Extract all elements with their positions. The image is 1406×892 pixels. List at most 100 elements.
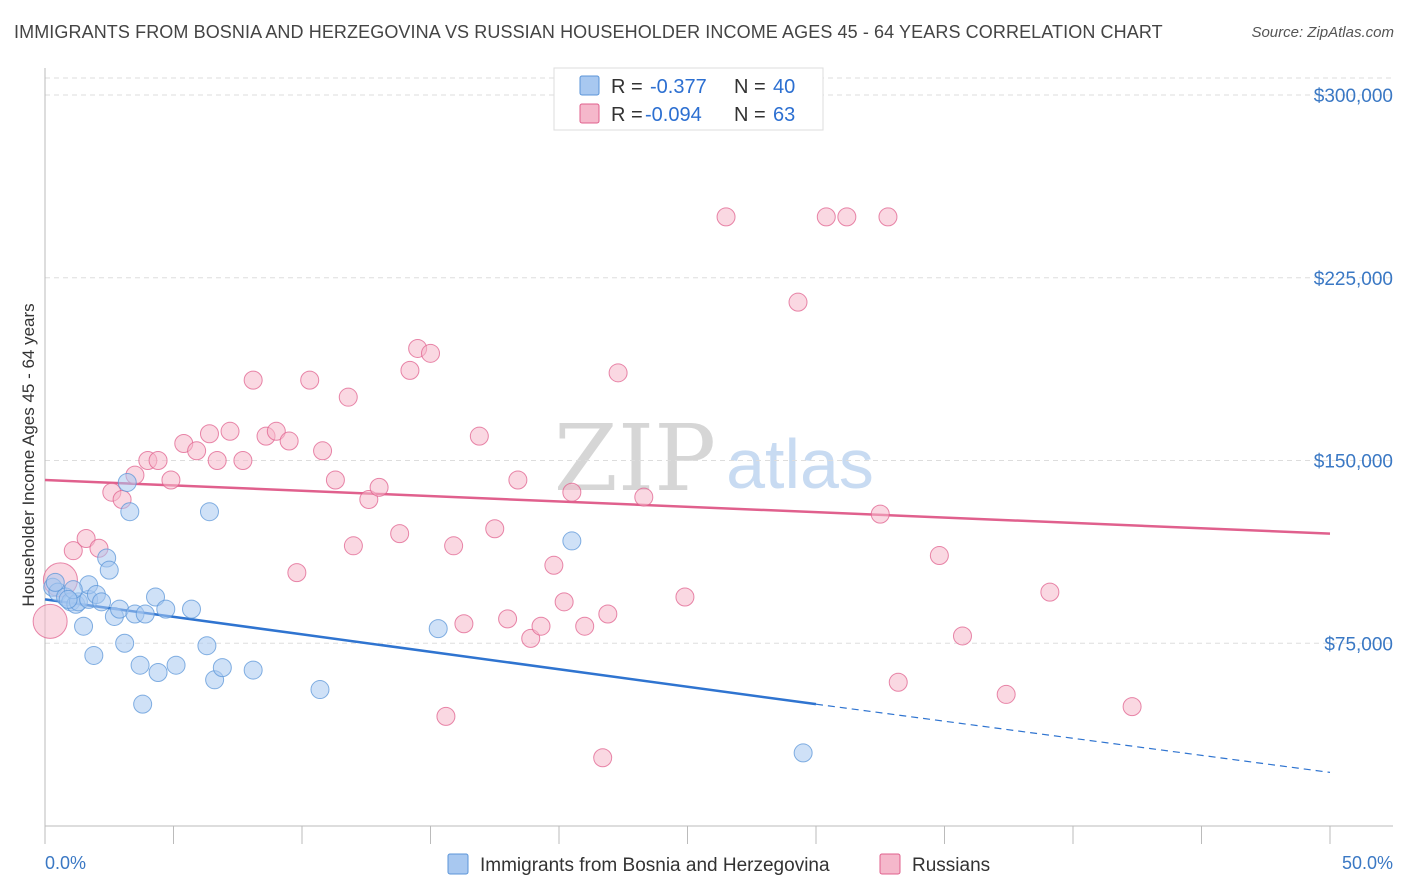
legend-box: R = -0.377 N = 40 R = -0.094 N = 63 bbox=[553, 67, 824, 131]
legend-r-value-2: -0.094 bbox=[645, 104, 702, 126]
data-points bbox=[32, 207, 1142, 768]
y-tick-label-3: $300,000 bbox=[1314, 86, 1393, 107]
point-russians bbox=[634, 487, 654, 507]
watermark-atlas: atlas bbox=[726, 425, 874, 503]
legend-r-label-2: R = bbox=[611, 104, 643, 126]
point-russians bbox=[952, 626, 972, 646]
bottom-legend-label-russians: Russians bbox=[912, 855, 990, 876]
point-russians bbox=[716, 207, 736, 227]
point-russians bbox=[469, 426, 489, 446]
point-bosnia bbox=[148, 663, 168, 683]
gridlines bbox=[45, 77, 1393, 644]
point-russians bbox=[996, 684, 1016, 704]
bottom-legend: Immigrants from Bosnia and Herzegovina R… bbox=[447, 853, 990, 876]
point-russians bbox=[485, 519, 505, 539]
trendline-bosnia-extrapolated bbox=[815, 703, 1331, 773]
point-russians bbox=[837, 207, 857, 227]
point-russians bbox=[243, 370, 263, 390]
point-russians bbox=[598, 604, 618, 624]
point-russians bbox=[575, 616, 595, 636]
bottom-legend-swatch-russians bbox=[879, 853, 901, 875]
point-russians bbox=[63, 541, 83, 561]
y-tick-label-0: $75,000 bbox=[1324, 634, 1393, 655]
point-russians bbox=[161, 470, 181, 490]
point-bosnia bbox=[428, 619, 448, 639]
y-axis-label: Householder Income Ages 45 - 64 years bbox=[19, 303, 38, 606]
point-russians bbox=[444, 536, 464, 556]
point-russians bbox=[554, 592, 574, 612]
y-tick-labels: $75,000 $150,000 $225,000 $300,000 bbox=[1314, 86, 1393, 655]
legend-r-label-1: R = bbox=[611, 76, 643, 98]
point-russians bbox=[870, 504, 890, 524]
point-russians bbox=[187, 441, 207, 461]
chart-title: IMMIGRANTS FROM BOSNIA AND HERZEGOVINA V… bbox=[14, 22, 1163, 42]
point-bosnia bbox=[92, 592, 112, 612]
point-russians bbox=[325, 470, 345, 490]
point-russians bbox=[1122, 697, 1142, 717]
point-russians bbox=[1040, 582, 1060, 602]
point-bosnia bbox=[197, 636, 217, 656]
point-russians bbox=[929, 546, 949, 566]
y-tick-label-1: $150,000 bbox=[1314, 452, 1393, 473]
trendline-bosnia bbox=[44, 598, 817, 706]
point-bosnia bbox=[156, 599, 176, 619]
point-bosnia bbox=[166, 655, 186, 675]
point-russians bbox=[608, 363, 628, 383]
point-russians bbox=[148, 451, 168, 471]
x-tick-label-max: 50.0% bbox=[1342, 853, 1393, 873]
point-bosnia bbox=[146, 587, 166, 607]
trend-lines bbox=[44, 478, 1331, 773]
point-bosnia bbox=[120, 502, 140, 522]
point-russians bbox=[207, 451, 227, 471]
point-bosnia bbox=[243, 660, 263, 680]
point-russians bbox=[878, 207, 898, 227]
point-russians bbox=[266, 421, 286, 441]
point-russians bbox=[338, 387, 358, 407]
point-bosnia bbox=[99, 560, 119, 580]
point-russians bbox=[816, 207, 836, 227]
point-russians bbox=[279, 431, 299, 451]
point-russians bbox=[508, 470, 528, 490]
point-russians bbox=[199, 424, 219, 444]
legend-n-value-1: 40 bbox=[773, 76, 795, 98]
point-russians bbox=[593, 748, 613, 768]
point-russians bbox=[390, 524, 410, 544]
point-russians bbox=[233, 451, 253, 471]
point-russians bbox=[32, 603, 68, 639]
trendline-russians bbox=[44, 478, 1331, 535]
point-russians bbox=[343, 536, 363, 556]
point-russians bbox=[544, 555, 564, 575]
point-russians bbox=[521, 628, 541, 648]
legend-swatch-bosnia bbox=[579, 75, 600, 96]
y-tick-label-2: $225,000 bbox=[1314, 269, 1393, 290]
point-russians bbox=[313, 441, 333, 461]
point-russians bbox=[359, 490, 379, 510]
legend-n-label-1: N = bbox=[734, 76, 766, 98]
point-bosnia bbox=[793, 743, 813, 763]
point-russians bbox=[888, 672, 908, 692]
point-russians bbox=[369, 477, 389, 497]
point-bosnia bbox=[133, 694, 153, 714]
point-bosnia bbox=[310, 680, 330, 700]
point-russians bbox=[454, 614, 474, 634]
point-bosnia bbox=[84, 645, 104, 665]
point-bosnia bbox=[199, 502, 219, 522]
point-bosnia bbox=[212, 658, 232, 678]
point-russians bbox=[76, 528, 96, 548]
point-bosnia bbox=[74, 616, 94, 636]
point-russians bbox=[498, 609, 518, 629]
point-bosnia bbox=[562, 531, 582, 551]
axes bbox=[44, 68, 1393, 844]
point-bosnia bbox=[45, 572, 65, 592]
point-russians bbox=[788, 292, 808, 312]
point-bosnia bbox=[130, 655, 150, 675]
point-bosnia bbox=[58, 589, 78, 609]
point-russians bbox=[436, 706, 456, 726]
bottom-legend-label-bosnia: Immigrants from Bosnia and Herzegovina bbox=[480, 855, 830, 876]
legend-swatch-russians bbox=[579, 103, 600, 124]
point-russians bbox=[300, 370, 320, 390]
legend-n-value-2: 63 bbox=[773, 104, 795, 126]
point-russians bbox=[400, 360, 420, 380]
point-bosnia bbox=[115, 633, 135, 653]
